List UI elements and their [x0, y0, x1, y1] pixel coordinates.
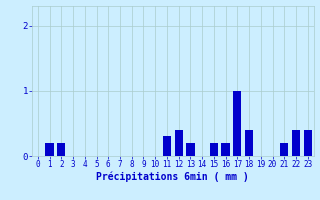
Bar	[175, 130, 183, 156]
Bar	[45, 143, 54, 156]
Bar	[292, 130, 300, 156]
Bar	[221, 143, 230, 156]
X-axis label: Précipitations 6min ( mm ): Précipitations 6min ( mm )	[96, 172, 249, 182]
Bar	[245, 130, 253, 156]
Bar	[57, 143, 66, 156]
Bar	[233, 91, 242, 156]
Bar	[304, 130, 312, 156]
Bar	[280, 143, 288, 156]
Bar	[210, 143, 218, 156]
Bar	[163, 136, 171, 156]
Bar	[186, 143, 195, 156]
